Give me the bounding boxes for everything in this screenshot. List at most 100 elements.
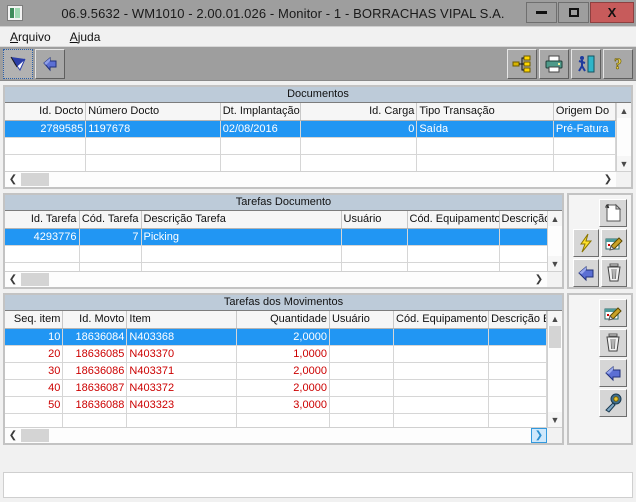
documentos-grid-viewport[interactable]: Id. Docto Número Docto Dt. Implantação I… <box>5 103 616 171</box>
column-header[interactable]: Dt. Implantação <box>220 103 302 121</box>
edit-pencil-icon <box>603 303 623 323</box>
table-row[interactable] <box>5 137 616 155</box>
refresh-button[interactable] <box>573 259 599 287</box>
documentos-grid: Id. Docto Número Docto Dt. Implantação I… <box>5 103 631 187</box>
maximize-button[interactable] <box>558 2 589 23</box>
scroll-track[interactable] <box>21 428 531 443</box>
table-row[interactable]: 20 18636085 N403370 1,0000 <box>5 345 547 363</box>
column-header[interactable]: Tipo Transação <box>416 103 554 121</box>
scroll-track[interactable] <box>548 326 562 412</box>
scrollbar-corner <box>547 428 562 443</box>
tarefas-documento-grid-viewport[interactable]: Id. Tarefa Cód. Tarefa Descrição Tarefa … <box>5 211 547 271</box>
close-button[interactable]: X <box>590 2 634 23</box>
tarefas-movimentos-grid-viewport[interactable]: Seq. item Id. Movto Item Quantidade Usuá… <box>5 311 547 427</box>
cell-usuario <box>329 345 395 363</box>
scroll-left-icon[interactable]: ❮ <box>5 428 21 443</box>
delete-button[interactable] <box>599 329 627 357</box>
scroll-down-icon[interactable]: ▼ <box>617 156 631 171</box>
scroll-right-icon[interactable]: ❯ <box>531 272 547 287</box>
scroll-up-icon[interactable]: ▲ <box>617 103 631 118</box>
filter-button[interactable] <box>3 48 33 79</box>
column-header[interactable]: Seq. item <box>5 311 64 329</box>
column-header[interactable]: Id. Movto <box>62 311 128 329</box>
documentos-vertical-scrollbar[interactable]: ▲ ▼ <box>616 103 631 171</box>
tools-button[interactable] <box>599 389 627 417</box>
table-row[interactable] <box>5 413 547 427</box>
scroll-right-icon[interactable]: ❯ <box>600 172 616 187</box>
column-header[interactable]: Descrição Tarefa <box>141 211 342 229</box>
table-row[interactable] <box>5 262 547 271</box>
trash-icon <box>604 263 624 283</box>
tarefas-documento-horizontal-scrollbar[interactable]: ❮ ❯ <box>5 271 562 287</box>
new-document-button[interactable] <box>599 199 627 227</box>
cell-id-movto: 18636086 <box>62 362 128 380</box>
scroll-right-icon[interactable]: ❯ <box>531 428 547 443</box>
column-header[interactable]: Cód. Equipamento <box>407 211 500 229</box>
column-header[interactable]: Origem Do <box>553 103 616 121</box>
table-row[interactable]: 4293776 7 Picking <box>5 228 547 246</box>
exit-button[interactable] <box>571 48 601 79</box>
scroll-track[interactable] <box>617 118 631 156</box>
scroll-down-icon[interactable]: ▼ <box>548 412 562 427</box>
column-header[interactable]: Número Docto <box>85 103 221 121</box>
table-row[interactable] <box>5 245 547 263</box>
column-header[interactable]: Item <box>126 311 237 329</box>
edit-button[interactable] <box>601 229 627 257</box>
scroll-thumb[interactable] <box>549 326 561 348</box>
scroll-thumb[interactable] <box>21 273 49 286</box>
column-header[interactable]: Id. Docto <box>5 103 87 121</box>
scroll-track[interactable] <box>21 172 600 187</box>
table-row[interactable]: 2789585 1197678 02/08/2016 0 Saída Pré-F… <box>5 120 616 138</box>
refresh-button[interactable] <box>599 359 627 387</box>
scroll-track[interactable] <box>548 226 562 256</box>
table-row[interactable]: 50 18636088 N403323 3,0000 <box>5 396 547 414</box>
cell-seq-item: 20 <box>5 345 64 363</box>
cell-cod-equipamento <box>393 362 490 380</box>
print-button[interactable] <box>539 48 569 79</box>
scroll-left-icon[interactable]: ❮ <box>5 272 21 287</box>
column-header[interactable]: Usuário <box>341 211 408 229</box>
help-button[interactable]: ? <box>603 48 633 79</box>
client-area: Arquivo Ajuda <box>0 26 636 502</box>
column-header[interactable]: Id. Tarefa <box>5 211 80 229</box>
tarefas-movimentos-vertical-scrollbar[interactable]: ▲ ▼ <box>547 311 562 427</box>
scroll-track[interactable] <box>21 272 531 287</box>
scroll-thumb[interactable] <box>21 429 49 442</box>
execute-button[interactable] <box>573 229 599 257</box>
refresh-button-toolbar[interactable] <box>35 48 65 79</box>
minimize-button[interactable] <box>526 2 557 23</box>
cell-descricao-equip <box>488 379 547 397</box>
cell-descricao-tarefa: Picking <box>141 228 342 246</box>
column-header[interactable]: Descrição <box>499 211 547 229</box>
column-header[interactable]: Id. Carga <box>300 103 418 121</box>
scroll-left-icon[interactable]: ❮ <box>5 172 21 187</box>
edit-button[interactable] <box>599 299 627 327</box>
column-header[interactable]: Usuário <box>329 311 395 329</box>
table-row[interactable]: 40 18636087 N403372 2,0000 <box>5 379 547 397</box>
documentos-horizontal-scrollbar[interactable]: ❮ ❯ <box>5 171 631 187</box>
column-header[interactable]: Cód. Tarefa <box>79 211 142 229</box>
scroll-up-icon[interactable]: ▲ <box>548 311 562 326</box>
cell-descricao-equip <box>488 396 547 414</box>
column-header[interactable]: Cód. Equipamento <box>393 311 490 329</box>
cell-id-movto: 18636087 <box>62 379 128 397</box>
tarefas-movimentos-horizontal-scrollbar[interactable]: ❮ ❯ <box>5 427 562 443</box>
tarefas-documento-vertical-scrollbar[interactable]: ▲ ▼ <box>547 211 562 271</box>
table-row[interactable] <box>5 154 616 171</box>
scroll-thumb[interactable] <box>21 173 49 186</box>
cell-quantidade: 2,0000 <box>236 328 330 346</box>
hierarchy-button[interactable] <box>507 48 537 79</box>
cell-item: N403371 <box>126 362 237 380</box>
table-row[interactable]: 30 18636086 N403371 2,0000 <box>5 362 547 380</box>
menu-item-ajuda[interactable]: Ajuda <box>69 29 101 44</box>
column-header[interactable]: Quantidade <box>236 311 330 329</box>
scroll-down-icon[interactable]: ▼ <box>548 256 562 271</box>
table-row[interactable]: 10 18636084 N403368 2,0000 <box>5 328 547 346</box>
scroll-up-icon[interactable]: ▲ <box>548 211 562 226</box>
column-header[interactable]: Descrição Equ <box>488 311 547 329</box>
delete-button[interactable] <box>601 259 627 287</box>
menu-item-arquivo[interactable]: Arquivo <box>10 29 51 44</box>
cell-seq-item: 10 <box>5 328 64 346</box>
tarefas-movimentos-row: Tarefas dos Movimentos Se <box>3 293 633 445</box>
toolbar: ? <box>0 47 636 81</box>
